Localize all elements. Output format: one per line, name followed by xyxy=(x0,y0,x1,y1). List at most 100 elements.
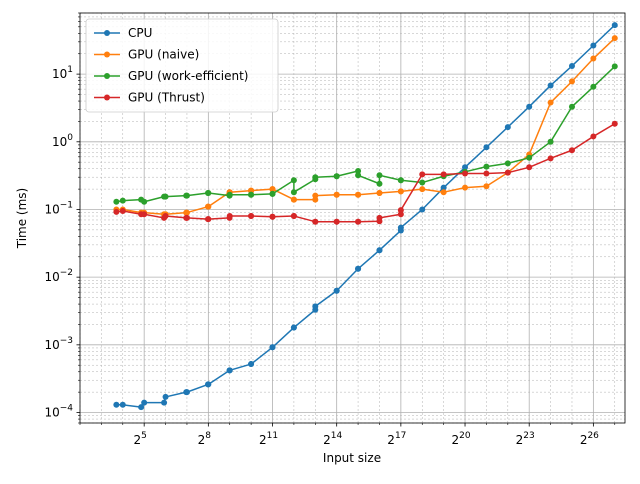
data-point-cpu xyxy=(419,206,426,213)
data-point-gpu-naive xyxy=(462,184,469,191)
data-point-gpu-naive xyxy=(333,191,340,198)
data-point-gpu-naive xyxy=(590,55,597,62)
data-point-gpu-work-efficient xyxy=(355,172,362,179)
x-tick-exponent: 23 xyxy=(523,431,534,441)
data-point-gpu-thrust xyxy=(226,213,233,220)
y-tick-exponent: 0 xyxy=(67,133,73,143)
data-point-cpu xyxy=(462,164,469,171)
data-point-gpu-work-efficient xyxy=(376,180,383,187)
data-point-gpu-thrust xyxy=(248,213,255,220)
data-point-cpu xyxy=(440,184,447,191)
data-point-gpu-naive xyxy=(312,192,319,199)
data-point-gpu-work-efficient xyxy=(248,191,255,198)
data-point-gpu-thrust xyxy=(611,120,618,127)
data-point-cpu xyxy=(611,22,618,29)
legend-swatch-marker xyxy=(104,73,110,79)
x-tick-label: 220 xyxy=(451,431,470,447)
y-tick-base: 10 xyxy=(52,135,67,149)
data-point-gpu-work-efficient xyxy=(526,154,533,161)
data-point-gpu-thrust xyxy=(440,171,447,178)
legend: CPU GPU (naive) GPU (work-efficient) GPU (T… xyxy=(85,18,279,113)
y-tick-label: 10−2 xyxy=(44,268,73,284)
data-point-cpu xyxy=(183,389,190,396)
data-point-gpu-work-efficient xyxy=(290,189,297,196)
x-tick-label: 217 xyxy=(387,431,406,447)
y-tick-base: 10 xyxy=(52,67,67,81)
data-point-gpu-work-efficient xyxy=(397,177,404,184)
legend-swatch-marker xyxy=(104,51,110,58)
data-point-gpu-naive xyxy=(611,35,618,42)
x-tick-base: 2 xyxy=(323,433,331,447)
data-point-cpu xyxy=(226,367,233,374)
x-tick-exponent: 11 xyxy=(267,431,278,441)
y-tick-label: 100 xyxy=(52,133,73,149)
data-point-gpu-thrust xyxy=(462,170,469,177)
x-tick-base: 2 xyxy=(516,433,524,447)
data-point-gpu-naive xyxy=(397,188,404,195)
x-tick-base: 2 xyxy=(580,433,588,447)
legend-label: CPU xyxy=(128,26,152,40)
data-point-gpu-naive xyxy=(419,186,426,193)
series-gpu-work-efficient xyxy=(113,63,618,205)
data-point-cpu xyxy=(119,401,126,408)
y-tick-base: 10 xyxy=(44,270,59,284)
data-point-gpu-thrust xyxy=(355,218,362,225)
x-tick-label: 25 xyxy=(133,431,146,447)
data-point-gpu-naive xyxy=(568,78,575,85)
x-tick-base: 2 xyxy=(259,433,267,447)
data-point-cpu xyxy=(526,103,533,110)
data-point-gpu-work-efficient xyxy=(355,168,362,175)
data-point-cpu xyxy=(312,303,319,310)
data-point-gpu-naive xyxy=(290,196,297,203)
data-point-gpu-thrust xyxy=(547,155,554,162)
data-point-gpu-naive xyxy=(376,190,383,197)
y-tick-label: 10−4 xyxy=(44,404,73,420)
x-tick-base: 2 xyxy=(198,433,206,447)
y-axis-label: Time (ms) xyxy=(15,188,29,250)
data-point-gpu-work-efficient xyxy=(205,190,212,197)
x-tick-exponent: 14 xyxy=(331,431,343,441)
data-point-cpu xyxy=(397,224,404,231)
data-point-gpu-naive xyxy=(483,183,490,190)
data-point-gpu-thrust xyxy=(113,208,120,215)
legend-label: GPU (Thrust) xyxy=(128,91,205,105)
data-point-cpu xyxy=(355,265,362,272)
data-point-gpu-naive xyxy=(248,187,255,194)
data-point-gpu-naive xyxy=(205,203,212,210)
data-point-gpu-work-efficient xyxy=(113,198,120,205)
y-tick-exponent: 1 xyxy=(67,65,73,75)
data-point-cpu xyxy=(161,399,168,406)
data-point-cpu xyxy=(547,82,554,89)
data-point-gpu-thrust xyxy=(119,207,126,214)
series-line-cpu xyxy=(116,24,616,408)
data-point-cpu xyxy=(205,381,212,388)
data-point-gpu-naive xyxy=(440,189,447,196)
data-point-gpu-thrust xyxy=(183,214,190,221)
data-point-gpu-work-efficient xyxy=(269,190,276,197)
data-point-gpu-work-efficient xyxy=(611,63,618,70)
data-point-gpu-naive xyxy=(269,186,276,193)
data-point-gpu-work-efficient xyxy=(547,138,554,145)
data-point-cpu xyxy=(290,324,297,331)
y-tick-label: 101 xyxy=(52,65,73,81)
data-point-gpu-thrust xyxy=(269,213,276,220)
legend-swatch-marker xyxy=(104,94,110,101)
y-tick-base: 10 xyxy=(44,202,59,216)
data-point-gpu-thrust xyxy=(568,147,575,154)
y-tick-exponent: −3 xyxy=(60,336,73,346)
data-point-cpu xyxy=(568,62,575,69)
y-tick-exponent: −2 xyxy=(60,268,73,278)
x-tick-exponent: 5 xyxy=(141,431,147,441)
data-point-gpu-naive xyxy=(355,191,362,198)
data-point-gpu-work-efficient xyxy=(290,177,297,184)
data-point-cpu xyxy=(138,404,145,411)
data-point-gpu-thrust xyxy=(141,211,148,218)
data-point-cpu xyxy=(162,393,169,400)
x-tick-exponent: 17 xyxy=(395,431,406,441)
series-layer xyxy=(113,22,618,411)
data-point-gpu-thrust xyxy=(162,213,169,220)
data-point-cpu xyxy=(269,344,276,351)
data-point-cpu xyxy=(590,42,597,49)
x-tick-label: 226 xyxy=(580,431,599,447)
data-point-gpu-work-efficient xyxy=(568,103,575,110)
